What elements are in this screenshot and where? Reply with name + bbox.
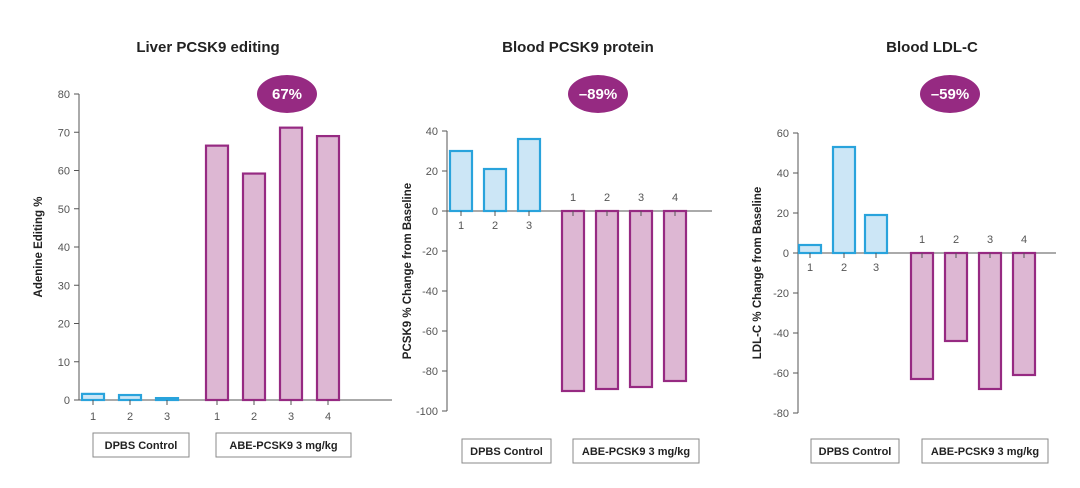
x-category-label: 1 bbox=[214, 411, 220, 423]
treated-bar bbox=[241, 172, 267, 402]
x-category-label: 3 bbox=[987, 234, 993, 246]
chart-panel-1: Liver PCSK9 editing 67% 0 10 20 30 40 50 60 70 80 A… bbox=[33, 39, 392, 458]
chart-panel-2: Blood PCSK9 protein –89% 40 20 0 -20 -40 -60 -80… bbox=[402, 39, 712, 464]
treated-bar bbox=[1011, 251, 1037, 377]
control-bar bbox=[482, 167, 508, 213]
control-group-box bbox=[92, 432, 190, 458]
y-tick-label: 40 bbox=[777, 168, 789, 180]
y-tick-label: 80 bbox=[58, 89, 70, 101]
y-tick-label: -20 bbox=[422, 246, 438, 258]
treated-bar bbox=[977, 251, 1003, 391]
result-badge-label: –89% bbox=[579, 86, 617, 103]
treated-bar bbox=[662, 209, 688, 383]
y-tick-label: 20 bbox=[426, 166, 438, 178]
control-bar bbox=[516, 137, 542, 213]
x-category-label: 1 bbox=[807, 262, 813, 274]
y-tick-label: 60 bbox=[58, 166, 70, 178]
control-group-label: DPBS Control bbox=[105, 440, 178, 452]
x-category-label: 1 bbox=[90, 411, 96, 423]
y-tick-label: 20 bbox=[777, 208, 789, 220]
y-tick-label: 40 bbox=[58, 242, 70, 254]
x-category-label: 2 bbox=[127, 411, 133, 423]
y-tick-label: 10 bbox=[58, 357, 70, 369]
treated-bar bbox=[594, 209, 620, 391]
y-tick-label: -80 bbox=[773, 408, 789, 420]
x-category-label: 2 bbox=[251, 411, 257, 423]
y-axis-label: Adenine Editing % bbox=[33, 197, 45, 298]
result-badge-label: 67% bbox=[272, 86, 302, 103]
control-bar bbox=[80, 392, 106, 402]
y-tick-label: 0 bbox=[783, 248, 789, 260]
x-category-label: 2 bbox=[953, 234, 959, 246]
result-badge bbox=[257, 75, 317, 113]
x-category-label: 3 bbox=[526, 220, 532, 232]
result-badge-label: –59% bbox=[931, 86, 969, 103]
chart-title: Blood PCSK9 protein bbox=[502, 39, 654, 56]
result-badge bbox=[568, 75, 628, 113]
y-tick-label: 0 bbox=[432, 206, 438, 218]
x-category-label: 2 bbox=[492, 220, 498, 232]
y-tick-label: 20 bbox=[58, 319, 70, 331]
chart-panel-3: Blood LDL-C –59% 60 40 20 0 -20 -40 -60 -80 LDL-C … bbox=[752, 39, 1056, 464]
control-group-label: DPBS Control bbox=[819, 446, 892, 458]
control-bar bbox=[831, 145, 857, 255]
treated-group-box bbox=[921, 438, 1049, 464]
treated-group-label: ABE-PCSK9 3 mg/kg bbox=[931, 446, 1039, 458]
treated-bar bbox=[315, 134, 341, 402]
treated-bar bbox=[278, 126, 304, 402]
treated-group-label: ABE-PCSK9 3 mg/kg bbox=[229, 440, 337, 452]
chart-title: Liver PCSK9 editing bbox=[136, 39, 279, 56]
y-tick-label: 60 bbox=[777, 128, 789, 140]
y-tick-label: -60 bbox=[422, 326, 438, 338]
x-category-label: 3 bbox=[288, 411, 294, 423]
y-tick-label: -80 bbox=[422, 366, 438, 378]
y-tick-label: 70 bbox=[58, 127, 70, 139]
control-bar bbox=[863, 213, 889, 255]
y-axis-label: LDL-C % Change from Baseline bbox=[752, 187, 764, 360]
result-badge bbox=[920, 75, 980, 113]
treated-bar bbox=[628, 209, 654, 389]
y-tick-label: 30 bbox=[58, 280, 70, 292]
x-category-label: 1 bbox=[919, 234, 925, 246]
x-category-label: 1 bbox=[570, 192, 576, 204]
control-bar bbox=[797, 243, 823, 255]
x-category-label: 4 bbox=[325, 411, 331, 423]
treated-bar bbox=[204, 144, 230, 402]
x-category-label: 1 bbox=[458, 220, 464, 232]
x-category-label: 3 bbox=[164, 411, 170, 423]
y-axis-label: PCSK9 % Change from Baseline bbox=[402, 183, 414, 359]
x-category-label: 3 bbox=[638, 192, 644, 204]
chart-title: Blood LDL-C bbox=[886, 39, 978, 56]
y-tick-label: 40 bbox=[426, 126, 438, 138]
control-group-label: DPBS Control bbox=[470, 446, 543, 458]
x-category-label: 4 bbox=[672, 192, 678, 204]
treated-bar bbox=[560, 209, 586, 393]
control-group-box bbox=[461, 438, 552, 464]
y-tick-label: -100 bbox=[416, 406, 438, 418]
control-group-box bbox=[810, 438, 900, 464]
x-category-label: 3 bbox=[873, 262, 879, 274]
y-tick-label: -40 bbox=[773, 328, 789, 340]
treated-group-box bbox=[215, 432, 352, 458]
control-bar bbox=[117, 393, 143, 402]
y-tick-label: -60 bbox=[773, 368, 789, 380]
control-bar bbox=[448, 149, 474, 213]
y-tick-label: -40 bbox=[422, 286, 438, 298]
y-tick-label: -20 bbox=[773, 288, 789, 300]
treated-bar bbox=[909, 251, 935, 381]
y-tick-label: 0 bbox=[64, 395, 70, 407]
control-bar bbox=[154, 396, 180, 402]
x-category-label: 2 bbox=[841, 262, 847, 274]
treated-group-box bbox=[572, 438, 700, 464]
x-category-label: 2 bbox=[604, 192, 610, 204]
treated-group-label: ABE-PCSK9 3 mg/kg bbox=[582, 446, 690, 458]
treated-bar bbox=[943, 251, 969, 343]
x-category-label: 4 bbox=[1021, 234, 1027, 246]
y-tick-label: 50 bbox=[58, 204, 70, 216]
